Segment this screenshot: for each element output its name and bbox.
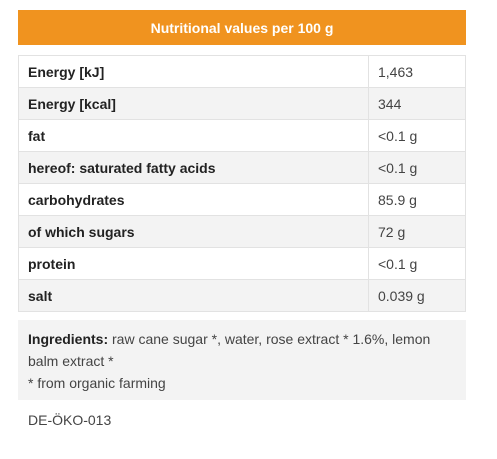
nutrient-value: 0.039 g <box>368 279 466 312</box>
nutrition-panel: Nutritional values per 100 g Energy [kJ]… <box>18 10 466 428</box>
nutrient-value: <0.1 g <box>368 247 466 280</box>
table-row: Energy [kJ] 1,463 <box>18 55 466 88</box>
nutrient-name: hereof: saturated fatty acids <box>18 151 369 184</box>
table-row: fat <0.1 g <box>18 119 466 152</box>
nutrient-value: <0.1 g <box>368 151 466 184</box>
nutrient-name: fat <box>18 119 369 152</box>
table-header: Nutritional values per 100 g <box>18 10 466 45</box>
ingredients-label: Ingredients: <box>28 331 109 347</box>
table-row: carbohydrates 85.9 g <box>18 183 466 216</box>
table-row: protein <0.1 g <box>18 247 466 280</box>
nutrient-name: of which sugars <box>18 215 369 248</box>
ingredients-footnote: * from organic farming <box>28 375 166 391</box>
table-row: hereof: saturated fatty acids <0.1 g <box>18 151 466 184</box>
table-row: Energy [kcal] 344 <box>18 87 466 120</box>
nutrient-name: protein <box>18 247 369 280</box>
nutrient-value: 85.9 g <box>368 183 466 216</box>
ingredients-text: raw cane sugar *, water, rose extract * … <box>28 331 431 369</box>
nutrient-name: salt <box>18 279 369 312</box>
nutrition-table: Energy [kJ] 1,463 Energy [kcal] 344 fat <0.1 … <box>18 55 466 312</box>
nutrient-value: 72 g <box>368 215 466 248</box>
table-row: salt 0.039 g <box>18 279 466 312</box>
ingredients-box: Ingredients: raw cane sugar *, water, ro… <box>18 320 466 400</box>
nutrient-value: <0.1 g <box>368 119 466 152</box>
nutrient-name: Energy [kJ] <box>18 55 369 88</box>
nutrient-name: carbohydrates <box>18 183 369 216</box>
table-row: of which sugars 72 g <box>18 215 466 248</box>
nutrient-value: 344 <box>368 87 466 120</box>
nutrient-name: Energy [kcal] <box>18 87 369 120</box>
certification-code: DE-ÖKO-013 <box>28 412 112 428</box>
nutrient-value: 1,463 <box>368 55 466 88</box>
